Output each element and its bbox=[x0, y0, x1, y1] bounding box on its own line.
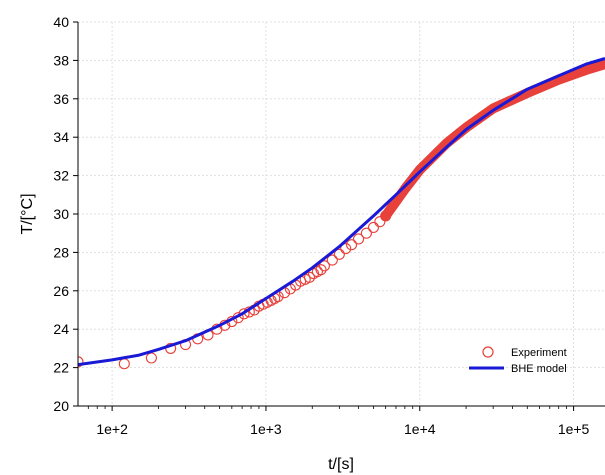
y-tick-label: 26 bbox=[53, 283, 69, 299]
y-axis-ticks: 20 22 24 26 28 30 32 34 36 38 40 bbox=[53, 14, 78, 414]
x-axis-label: t/[s] bbox=[328, 456, 354, 473]
y-tick-label: 30 bbox=[53, 206, 69, 222]
x-tick-label: 1e+3 bbox=[250, 421, 282, 437]
bhe-model-line bbox=[78, 57, 605, 367]
legend-label-bhe-model: BHE model bbox=[511, 363, 567, 375]
experiment-point bbox=[303, 271, 316, 283]
experiment-point bbox=[345, 239, 358, 251]
experiment-point bbox=[360, 227, 372, 239]
experiment-point bbox=[353, 233, 365, 245]
experiment-point bbox=[340, 243, 352, 255]
y-tick-label: 40 bbox=[53, 14, 69, 30]
y-tick-label: 32 bbox=[53, 168, 69, 184]
grid bbox=[78, 21, 605, 406]
series-layer bbox=[78, 57, 605, 370]
y-tick-label: 36 bbox=[53, 91, 69, 107]
y-tick-label: 28 bbox=[53, 244, 69, 260]
experiment-point bbox=[315, 264, 327, 276]
y-tick-label: 38 bbox=[53, 52, 69, 68]
experiment-point bbox=[78, 356, 84, 368]
y-tick-label: 22 bbox=[53, 360, 69, 376]
plot-area bbox=[78, 22, 605, 406]
y-axis-label: T/[°C] bbox=[19, 193, 36, 234]
x-tick-label: 1e+5 bbox=[558, 421, 590, 437]
x-tick-label: 1e+2 bbox=[96, 421, 128, 437]
y-tick-label: 24 bbox=[53, 321, 69, 337]
legend-label-experiment: Experiment bbox=[511, 347, 567, 359]
legend-marker-experiment bbox=[482, 346, 494, 358]
experiment-point bbox=[326, 254, 338, 266]
experiment-point bbox=[374, 216, 386, 228]
x-tick-label: 1e+4 bbox=[404, 421, 436, 437]
experiment-point bbox=[367, 221, 380, 233]
legend: Experiment BHE model bbox=[469, 346, 567, 375]
y-tick-label: 20 bbox=[53, 398, 69, 414]
experiment-point bbox=[318, 260, 330, 272]
experiment-point bbox=[333, 248, 345, 260]
y-tick-label: 34 bbox=[53, 129, 69, 145]
x-axis-ticks: 1e+2 1e+3 1e+4 1e+5 bbox=[87, 406, 590, 437]
